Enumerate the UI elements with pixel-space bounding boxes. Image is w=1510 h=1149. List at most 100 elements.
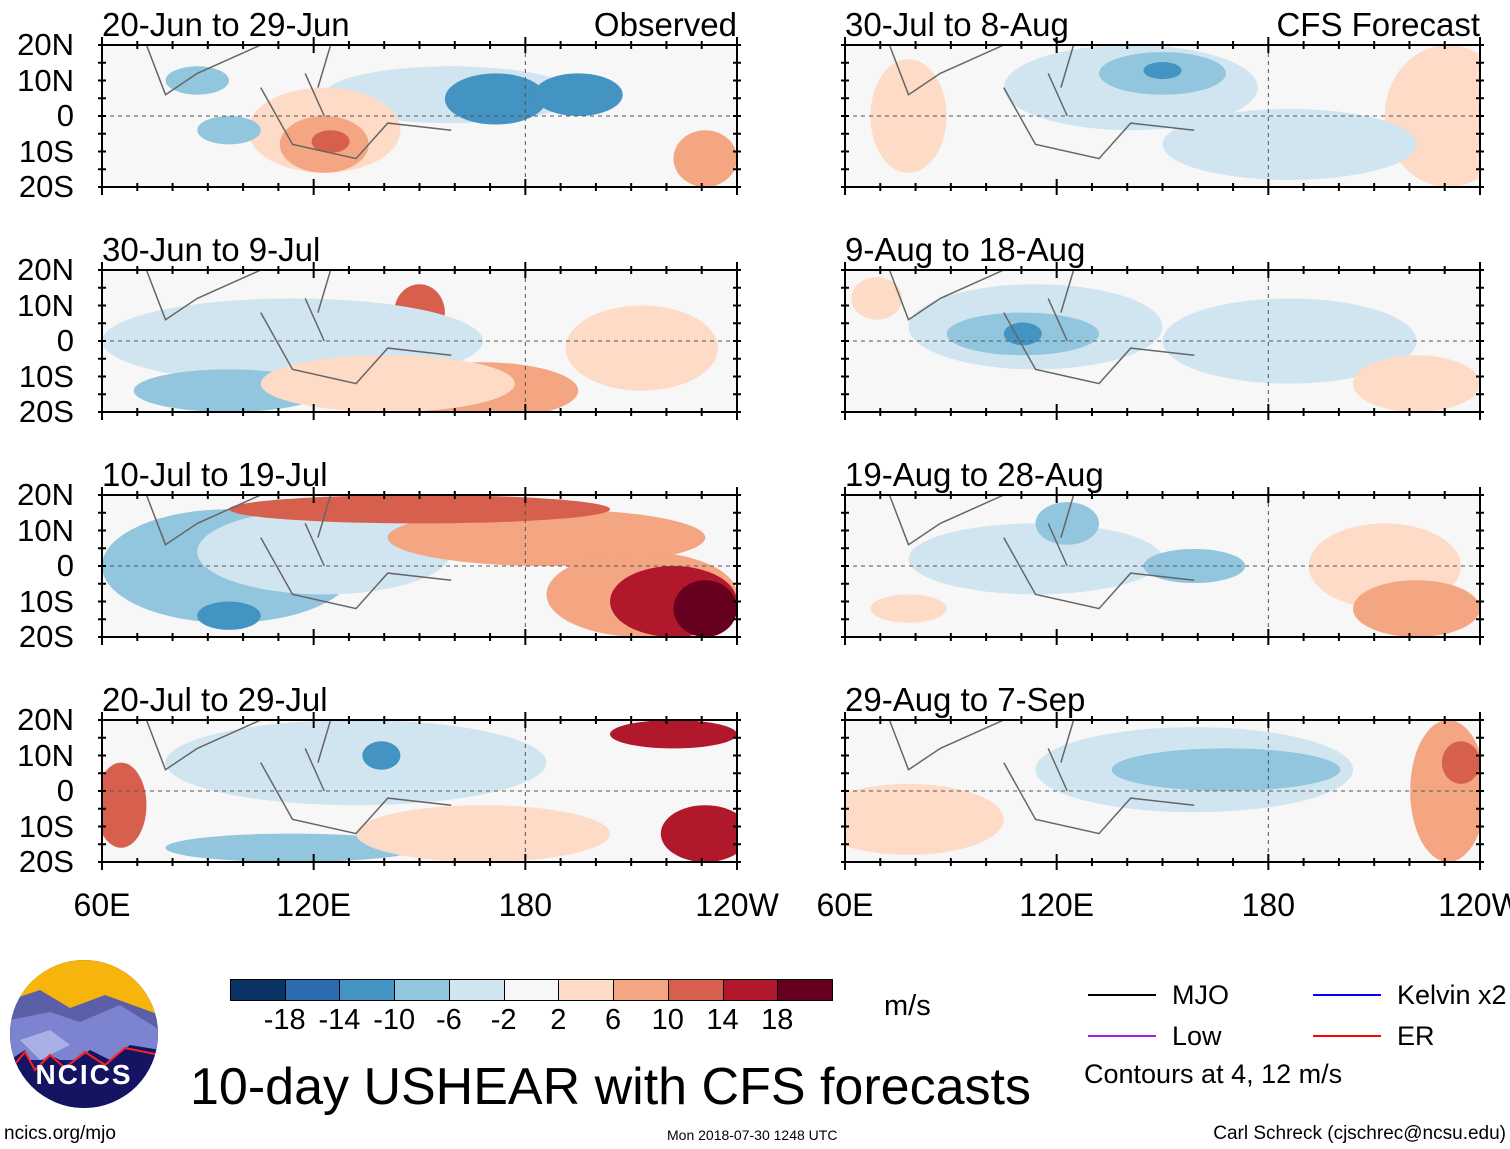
lon-tick-label: 120E (1019, 887, 1095, 923)
lat-tick-label: 20S (18, 169, 74, 204)
lat-tick-label: 10N (17, 512, 74, 548)
coastline (145, 45, 452, 160)
lat-tick-label: 10S (18, 133, 74, 169)
map-panel (98, 712, 741, 870)
lat-tick-label: 10N (17, 737, 74, 773)
lat-tick-label: 0 (56, 98, 74, 133)
map-panel (841, 37, 1484, 195)
coastline (145, 270, 452, 385)
colorbar-swatch (284, 979, 341, 1001)
lat-tick-label: 0 (56, 773, 74, 808)
lon-tick-label: 60E (73, 887, 131, 923)
lat-tick-label: 0 (56, 323, 74, 358)
lat-tick-label: 20S (18, 619, 74, 654)
map-panel (841, 712, 1484, 870)
shear-anomaly-region (1143, 548, 1246, 584)
contour-note: Contours at 4, 12 m/s (1084, 1059, 1343, 1089)
coastline (145, 495, 452, 610)
coastline (888, 495, 1195, 610)
map-panel (841, 262, 1484, 420)
panel-title: 30-Jun to 9-Jul (102, 231, 321, 268)
shear-anomaly-region (1162, 298, 1417, 384)
colorbar-label: -10 (373, 1004, 416, 1036)
footer-timestamp: Mon 2018-07-30 1248 UTC (667, 1127, 838, 1143)
figure-title: 10-day USHEAR with CFS forecasts (190, 1058, 1031, 1116)
colorbar-label: -6 (436, 1004, 462, 1036)
shear-anomaly-region (673, 580, 737, 637)
colorbar-swatch (339, 979, 396, 1001)
lon-tick-label: 180 (498, 887, 553, 923)
shear-anomaly-region (1035, 502, 1099, 545)
lat-tick-label: 10N (17, 62, 74, 98)
lon-tick-label: 120W (1438, 887, 1510, 923)
map-panel (98, 37, 741, 195)
lon-tick-label: 60E (816, 887, 874, 923)
colorbar-swatch (503, 979, 560, 1001)
shear-anomaly-region (311, 130, 350, 153)
shear-anomaly-region (870, 59, 947, 173)
lat-tick-label: 20N (17, 702, 74, 737)
map-panel (98, 262, 741, 420)
shear-anomaly-region (1353, 580, 1480, 637)
legend-label: ER (1397, 1021, 1435, 1051)
lat-tick-label: 20N (17, 477, 74, 512)
shear-anomaly-region (229, 495, 610, 524)
shear-anomaly-region (387, 509, 706, 566)
lat-tick-label: 20S (18, 844, 74, 879)
colorbar-swatch (667, 979, 724, 1001)
lat-tick-label: 0 (56, 548, 74, 583)
shear-anomaly-region (1162, 108, 1417, 180)
coastline (145, 720, 452, 835)
colorbar-swatch (448, 979, 505, 1001)
coastline (888, 720, 1195, 835)
panel-title: 29-Aug to 7-Sep (845, 681, 1086, 718)
shear-anomaly-region (1111, 748, 1341, 791)
shear-anomaly-region (362, 741, 401, 770)
forecast-label: CFS Forecast (1276, 6, 1480, 43)
legend-line-mjo (1088, 994, 1156, 996)
footer-author: Carl Schreck (cjschrec@ncsu.edu) (1213, 1123, 1506, 1144)
map-panel (841, 487, 1484, 645)
shear-anomaly-region (1003, 322, 1042, 346)
lat-tick-label: 10S (18, 358, 74, 394)
panel-title: 20-Jul to 29-Jul (102, 681, 328, 718)
shear-anomaly-region (444, 73, 547, 125)
shear-anomaly-region (1441, 741, 1480, 784)
panel-title: 10-Jul to 19-Jul (102, 456, 328, 493)
lon-tick-label: 120W (695, 887, 779, 923)
lat-tick-label: 20S (18, 394, 74, 429)
shear-anomaly-region (165, 833, 420, 862)
colorbar-label: 18 (761, 1004, 794, 1036)
map-panel (98, 487, 741, 645)
shear-anomaly-region (1353, 355, 1480, 412)
colorbar-label: 10 (651, 1004, 684, 1036)
shear-anomaly-region (851, 277, 903, 320)
shear-anomaly-region (197, 601, 261, 630)
legend-line-er (1313, 1035, 1381, 1037)
shear-anomaly-region (102, 762, 147, 848)
shear-anomaly-region (197, 116, 261, 145)
logo-text: NCICS (35, 1059, 132, 1090)
panel-title: 19-Aug to 28-Aug (845, 456, 1104, 493)
footer-url[interactable]: ncics.org/mjo (4, 1123, 116, 1144)
colorbar-label: 14 (706, 1004, 739, 1036)
shear-anomaly-region (356, 805, 610, 862)
lon-tick-label: 180 (1241, 887, 1296, 923)
shear-anomaly-region (660, 805, 737, 862)
colorbar-label: -14 (318, 1004, 361, 1036)
ncics-logo: NCICS (10, 960, 158, 1108)
colorbar-label: -18 (263, 1004, 306, 1036)
shear-anomaly-region (673, 130, 737, 187)
shear-anomaly-region (908, 523, 1163, 595)
lon-tick-label: 120E (276, 887, 352, 923)
coastline (888, 45, 1195, 160)
shear-anomaly-region (845, 783, 1004, 855)
legend-label: MJO (1172, 980, 1229, 1010)
colorbar-swatch (558, 979, 615, 1001)
shear-anomaly-region (610, 720, 737, 749)
legend-label: Low (1172, 1021, 1222, 1051)
shear-anomaly-region (1143, 62, 1182, 80)
lat-tick-label: 10S (18, 583, 74, 619)
colorbar-label: 6 (605, 1004, 622, 1036)
